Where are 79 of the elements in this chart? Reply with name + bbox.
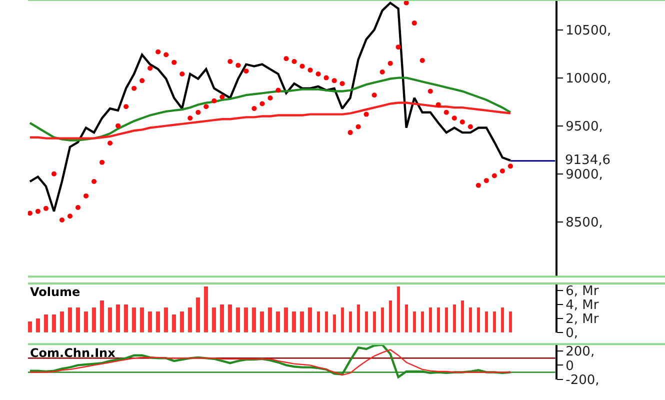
bar: [324, 311, 328, 332]
chart-title: Volume: [30, 285, 80, 299]
bar: [396, 286, 400, 332]
y-tick-label: 0,: [566, 326, 578, 341]
bar: [420, 311, 424, 332]
bar: [108, 307, 112, 332]
y-tick-label: 6, Mr: [566, 284, 600, 300]
bar: [236, 307, 240, 332]
bar: [60, 311, 64, 332]
bar: [36, 318, 40, 332]
bar: [436, 307, 440, 332]
bar: [428, 307, 432, 332]
bar: [148, 311, 152, 332]
bar: [180, 311, 184, 332]
bar: [364, 311, 368, 332]
bar: [228, 304, 232, 332]
bar: [460, 300, 464, 332]
y-tick-label: 8500,: [566, 215, 603, 230]
bar: [196, 297, 200, 332]
bar: [412, 311, 416, 332]
bar: [100, 300, 104, 332]
bar: [268, 307, 272, 332]
y-tick-label: 2, Mr: [566, 312, 600, 327]
bar: [284, 307, 288, 332]
y-tick-label: 10500,: [566, 23, 612, 38]
bar: [212, 307, 216, 332]
bar: [204, 286, 208, 332]
bar: [68, 307, 72, 332]
bar: [252, 307, 256, 332]
bar: [28, 321, 32, 332]
bar: [92, 307, 96, 332]
bar: [292, 311, 296, 332]
bar: [164, 307, 168, 332]
bar: [452, 304, 456, 332]
bar: [276, 311, 280, 332]
bar: [468, 307, 472, 332]
line-series: [28, 76, 512, 142]
bar: [124, 304, 128, 332]
bar: [188, 307, 192, 332]
bar: [372, 311, 376, 332]
y-tick-label: -200,: [566, 372, 600, 388]
bar: [356, 304, 360, 332]
y-tick-label: 200,: [566, 344, 595, 360]
bar: [140, 307, 144, 332]
bar: [332, 314, 336, 332]
y-tick-label: 9500,: [566, 119, 603, 134]
y-tick-label: 10000,: [566, 71, 612, 86]
bar: [172, 314, 176, 332]
bar: [444, 307, 448, 332]
bar: [52, 314, 56, 332]
bar: [404, 304, 408, 332]
bar: [76, 307, 80, 332]
bar: [500, 307, 504, 332]
bar: [84, 311, 88, 332]
bar: [492, 311, 496, 332]
line-series: [29, 349, 512, 376]
bar: [340, 307, 344, 332]
bar: [300, 311, 304, 332]
bar: [220, 304, 224, 332]
bar: [476, 307, 480, 332]
bar: [156, 311, 160, 332]
bar: [380, 307, 384, 332]
chart-title: Com.Chn.Inx: [30, 346, 116, 360]
bar: [308, 307, 312, 332]
bar: [260, 311, 264, 332]
line-series: [28, 102, 512, 140]
y-tick-label: 0: [566, 358, 574, 374]
bar: [508, 311, 512, 332]
bar: [484, 311, 488, 332]
ref-line-label: 9134,6: [565, 153, 610, 168]
y-tick-label: 4, Mr: [566, 298, 600, 313]
bar: [244, 307, 248, 332]
bar: [348, 311, 352, 332]
bar: [132, 307, 136, 332]
y-tick-label: 9000,: [566, 167, 603, 182]
bar: [388, 300, 392, 332]
bar: [116, 304, 120, 332]
bar: [316, 311, 320, 332]
bar: [44, 314, 48, 332]
